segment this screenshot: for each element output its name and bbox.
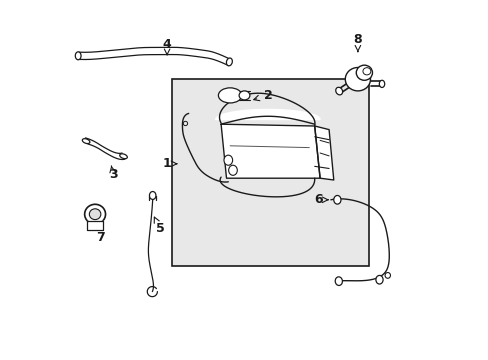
Text: 7: 7: [96, 231, 104, 244]
Ellipse shape: [384, 273, 390, 278]
Ellipse shape: [333, 195, 340, 204]
Ellipse shape: [89, 209, 101, 220]
Text: 6: 6: [313, 193, 322, 206]
Ellipse shape: [218, 88, 241, 103]
Polygon shape: [215, 109, 320, 120]
Text: 2: 2: [263, 89, 272, 102]
Text: 5: 5: [155, 222, 164, 235]
Polygon shape: [87, 221, 103, 230]
Text: 8: 8: [353, 33, 362, 46]
Polygon shape: [314, 126, 333, 180]
Text: 3: 3: [108, 168, 117, 181]
Ellipse shape: [149, 192, 156, 199]
Ellipse shape: [224, 155, 232, 165]
Ellipse shape: [335, 87, 342, 95]
Ellipse shape: [75, 52, 81, 60]
Text: 1: 1: [163, 157, 171, 170]
Ellipse shape: [120, 154, 127, 159]
Ellipse shape: [375, 275, 382, 284]
Ellipse shape: [335, 277, 342, 285]
Ellipse shape: [228, 165, 237, 175]
Ellipse shape: [226, 58, 232, 66]
Ellipse shape: [379, 80, 384, 87]
Ellipse shape: [239, 91, 249, 100]
Text: 4: 4: [163, 39, 171, 51]
Ellipse shape: [82, 139, 90, 144]
Ellipse shape: [362, 68, 370, 75]
Bar: [172, 79, 368, 266]
Ellipse shape: [356, 65, 372, 80]
Polygon shape: [221, 124, 320, 178]
Ellipse shape: [84, 204, 105, 224]
Ellipse shape: [183, 121, 187, 126]
Ellipse shape: [345, 68, 370, 91]
